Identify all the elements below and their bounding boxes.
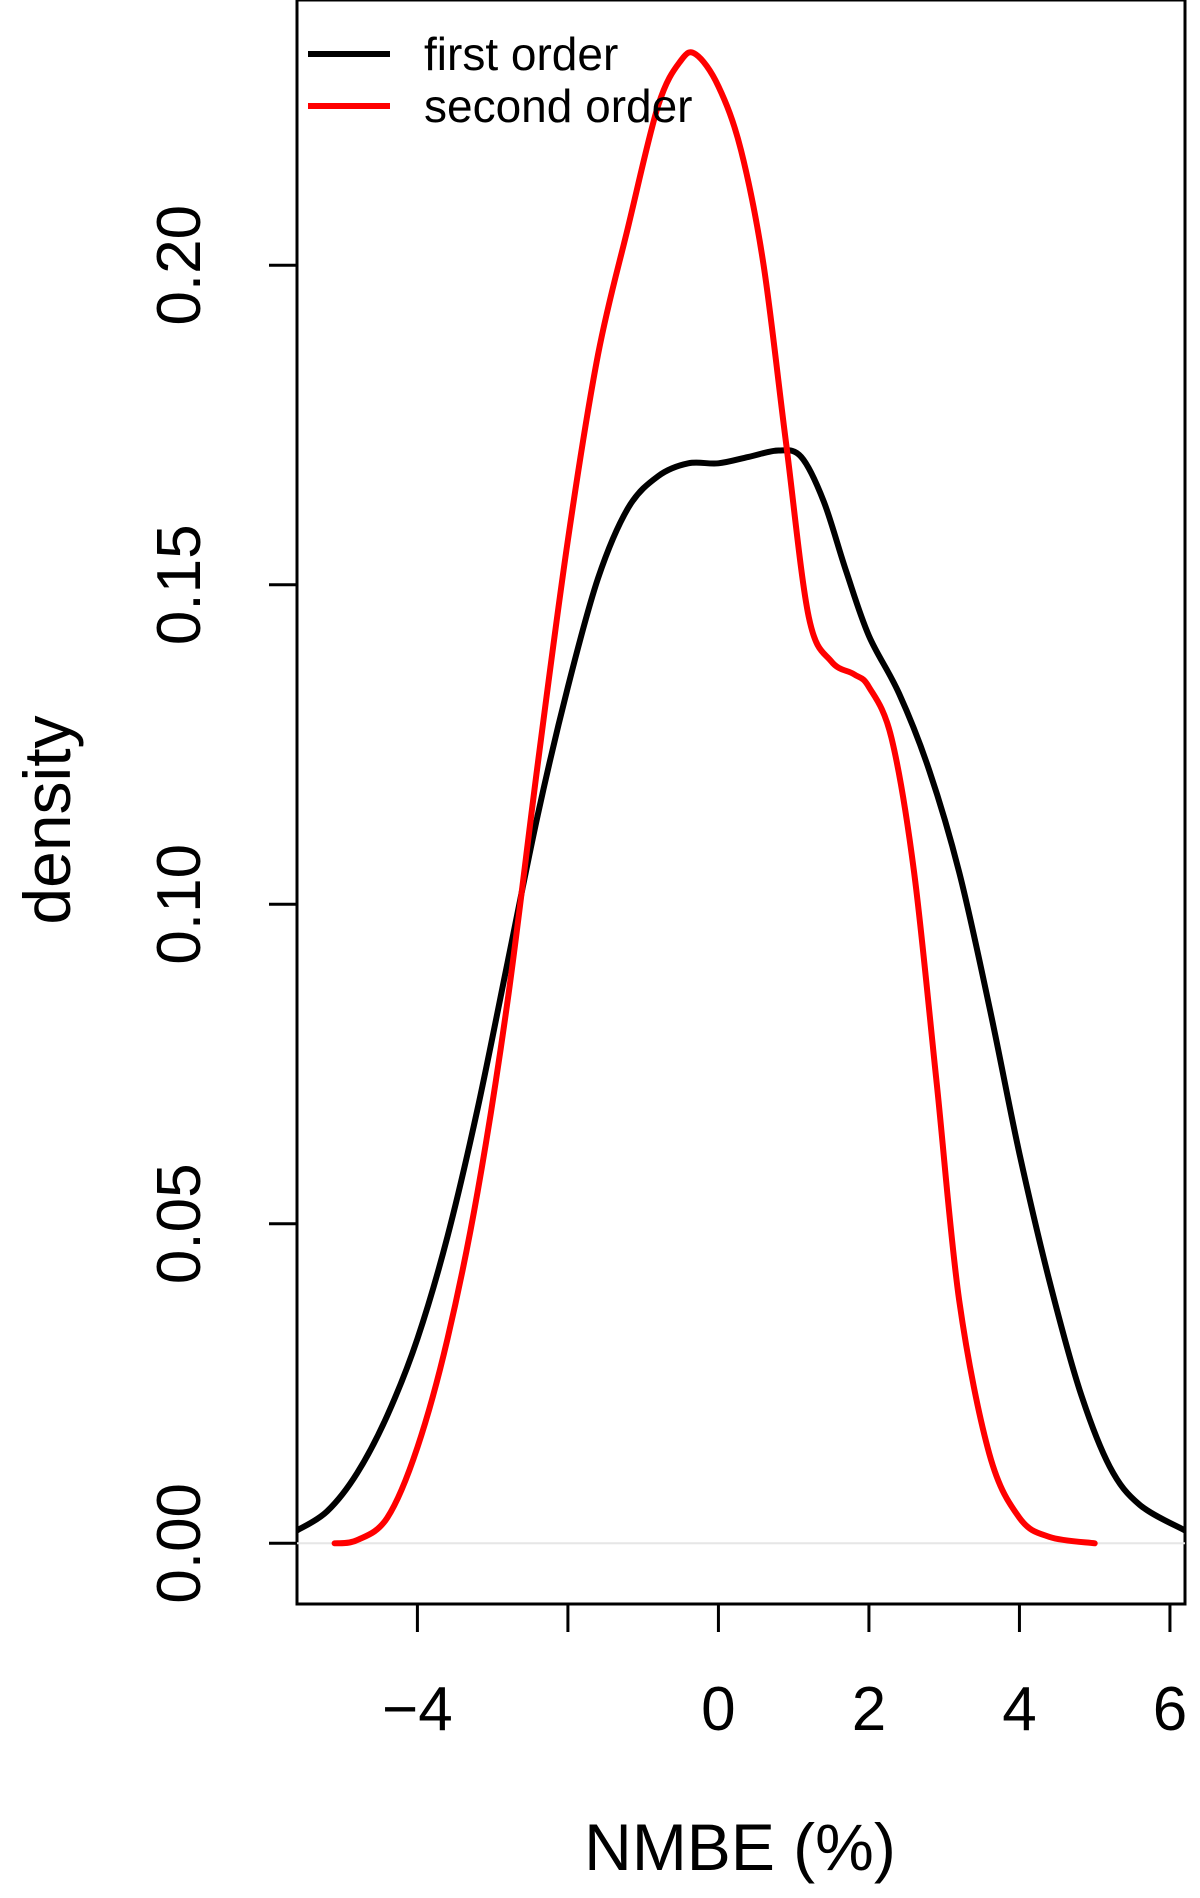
x-tick-label: 2 [852,1675,886,1744]
y-tick-label: 0.05 [145,1163,214,1284]
y-tick-label: 0.10 [145,844,214,965]
legend-label-first-order: first order [424,28,618,80]
plot-frame [295,0,1187,1606]
x-tick-label: 0 [701,1675,735,1744]
x-tick-label: 4 [1002,1675,1036,1744]
series-line-second-order [331,49,1098,1547]
x-tick-label: 6 [1153,1675,1187,1744]
y-tick-label: 0.15 [145,524,214,645]
x-tick-label: −4 [382,1675,453,1744]
x-axis-title: NMBE (%) [584,1810,896,1884]
y-tick-label: 0.00 [145,1483,214,1604]
y-axis: 0.00 0.05 0.10 0.15 0.20 [145,205,297,1604]
x-axis: −4 0 2 4 6 [382,1604,1187,1744]
y-tick-label: 0.20 [145,205,214,326]
series-lines [297,49,1185,1547]
legend: first order second order [308,28,693,132]
legend-label-second-order: second order [424,80,693,132]
y-axis-title: density [10,715,84,924]
series-line-first-order [297,447,1185,1534]
